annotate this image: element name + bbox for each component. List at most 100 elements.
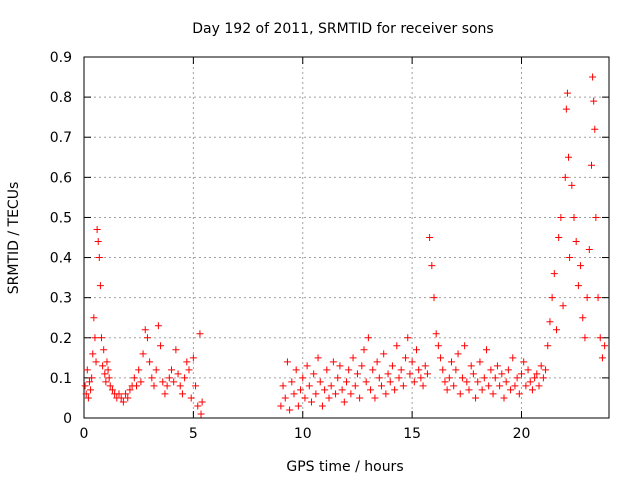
y-axis-label: SRMTID / TECUs — [6, 182, 22, 295]
data-point — [90, 314, 98, 322]
data-point — [292, 366, 300, 374]
data-point — [528, 386, 536, 394]
data-point — [489, 390, 497, 398]
data-point — [137, 378, 145, 386]
data-point — [423, 370, 431, 378]
data-point — [375, 374, 383, 382]
x-tick-label: 20 — [513, 426, 531, 442]
data-point — [415, 366, 423, 374]
data-point — [465, 386, 473, 394]
data-point — [81, 382, 89, 390]
data-point — [192, 382, 200, 390]
data-point — [450, 382, 458, 390]
data-point — [103, 358, 111, 366]
data-point — [522, 382, 530, 390]
data-point — [591, 125, 599, 133]
data-point — [596, 334, 604, 342]
data-point — [395, 374, 403, 382]
data-point — [373, 358, 381, 366]
data-point — [148, 374, 156, 382]
data-point — [102, 378, 110, 386]
data-point — [369, 366, 377, 374]
data-point — [187, 394, 195, 402]
data-point — [559, 302, 567, 310]
data-point — [386, 378, 394, 386]
data-point — [483, 346, 490, 354]
data-point — [157, 342, 165, 350]
data-point — [336, 362, 344, 370]
data-point — [194, 402, 202, 410]
data-point — [286, 406, 294, 414]
data-point — [472, 394, 480, 402]
data-point — [572, 238, 580, 246]
data-point — [574, 282, 582, 290]
axis-ticks — [83, 56, 609, 419]
data-point — [513, 374, 521, 382]
data-point — [318, 402, 326, 410]
data-point — [474, 378, 482, 386]
data-point — [150, 382, 158, 390]
grid-lines — [84, 57, 609, 418]
data-point — [141, 326, 149, 334]
data-point — [452, 366, 460, 374]
data-point — [410, 378, 418, 386]
data-point — [456, 390, 464, 398]
data-point — [553, 326, 560, 334]
data-point — [590, 97, 598, 105]
data-point — [126, 386, 134, 394]
data-point — [95, 254, 103, 262]
y-tick-label: 0.7 — [50, 130, 72, 146]
data-point — [448, 358, 455, 366]
data-point — [561, 173, 569, 181]
data-point — [443, 386, 451, 394]
data-point — [441, 378, 449, 386]
data-point — [174, 370, 182, 378]
data-point — [434, 342, 442, 350]
data-point — [566, 254, 574, 262]
data-point — [419, 382, 427, 390]
y-tick-label: 0 — [63, 411, 72, 427]
data-point — [437, 354, 445, 362]
data-point — [382, 390, 390, 398]
data-point — [139, 350, 147, 358]
data-point — [161, 390, 169, 398]
data-point — [345, 366, 353, 374]
data-point — [146, 358, 154, 366]
data-point — [544, 342, 552, 350]
data-point — [334, 374, 342, 382]
data-point — [332, 390, 340, 398]
data-point — [463, 378, 471, 386]
data-point — [524, 366, 532, 374]
data-point — [143, 334, 151, 342]
data-point — [301, 394, 309, 402]
data-point — [176, 382, 184, 390]
data-point — [397, 366, 405, 374]
data-point — [428, 262, 436, 270]
data-point — [168, 366, 175, 374]
data-point — [565, 153, 573, 161]
data-point — [288, 378, 296, 386]
data-point — [393, 342, 401, 350]
data-point — [548, 294, 556, 302]
data-point — [546, 318, 554, 326]
x-axis-label: GPS time / hours — [286, 459, 403, 475]
data-point — [563, 89, 571, 97]
data-point — [183, 358, 191, 366]
data-point — [537, 362, 545, 370]
data-point — [99, 362, 107, 370]
data-point — [316, 378, 324, 386]
data-point — [476, 358, 484, 366]
data-point — [308, 398, 315, 406]
data-point — [491, 374, 499, 382]
data-point — [498, 370, 506, 378]
data-point — [592, 213, 600, 221]
data-point — [364, 334, 372, 342]
data-point — [89, 350, 97, 358]
data-point — [85, 378, 93, 386]
data-point — [101, 370, 109, 378]
data-point — [94, 238, 102, 246]
data-point — [294, 402, 302, 410]
data-point — [511, 382, 519, 390]
data-point — [557, 213, 565, 221]
data-point — [198, 398, 206, 406]
